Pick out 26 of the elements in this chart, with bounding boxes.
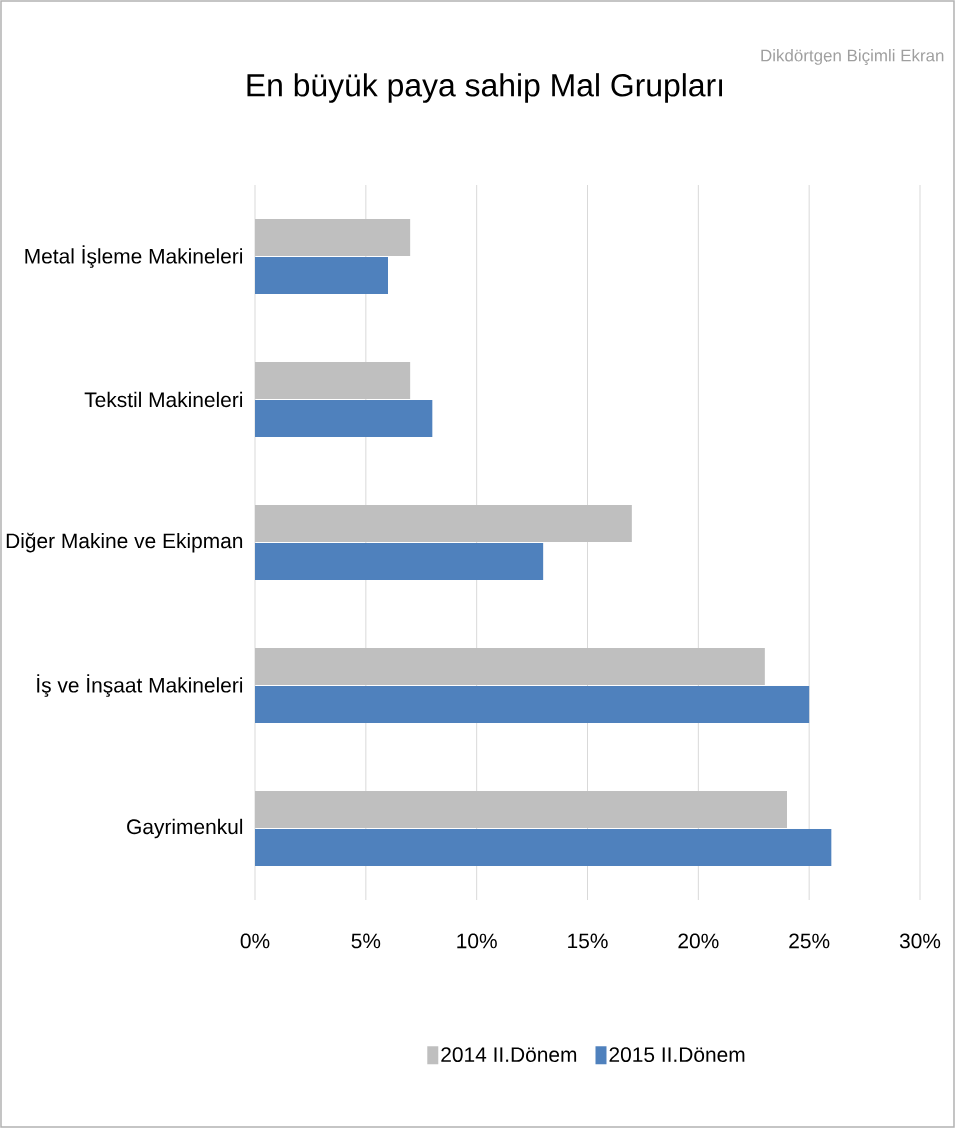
x-tick-label: 25% xyxy=(789,933,830,949)
y-tick-label: Tekstil Makineleri xyxy=(84,391,243,408)
x-tick-label: 10% xyxy=(457,933,497,949)
x-tick-label: 0% xyxy=(240,933,270,949)
bar xyxy=(255,257,388,295)
bar xyxy=(255,791,787,829)
text: Dikdörtgen Biçimli Ekran xyxy=(761,49,944,65)
bar xyxy=(255,505,632,543)
bar xyxy=(255,829,832,867)
y-tick-label: Diğer Makine ve Ekipman xyxy=(6,532,243,553)
y-tick-label: İş ve İnşaat Makineleri xyxy=(37,674,243,697)
bar xyxy=(255,686,810,724)
x-tick-label: 15% xyxy=(568,933,608,949)
x-tick-label: 30% xyxy=(899,933,941,949)
x-tick-label: 5% xyxy=(351,933,381,949)
bar xyxy=(255,648,765,686)
chart-title: En büyük paya sahip Mal Grupları xyxy=(247,73,722,103)
x-tick-label: 20% xyxy=(678,933,719,949)
bar xyxy=(255,400,433,438)
bar xyxy=(255,219,411,257)
y-tick-label: Metal İşleme Makineleri xyxy=(25,245,243,268)
y-tick-label: Gayrimenkul xyxy=(127,818,243,839)
legend-label: 2015 II.Dönem xyxy=(609,1047,745,1063)
bar xyxy=(255,543,544,581)
legend-label: 2014 II.Dönem xyxy=(441,1047,577,1063)
bar xyxy=(255,362,411,400)
